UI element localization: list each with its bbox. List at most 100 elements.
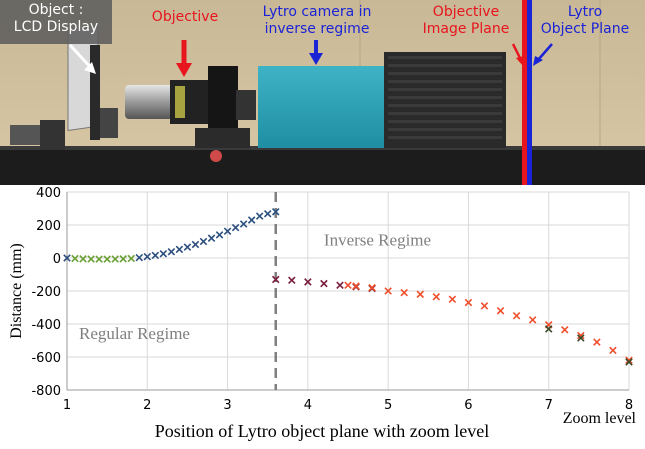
data-point-marker xyxy=(432,293,441,301)
data-point-marker xyxy=(288,276,296,285)
image-plane-label: Objective Image Plane xyxy=(410,4,522,38)
object-arrow-icon xyxy=(68,43,96,74)
y-tick-label: -600 xyxy=(31,351,61,366)
data-point-marker xyxy=(183,243,192,251)
optical-rail xyxy=(0,148,645,185)
data-point-marker xyxy=(71,254,79,263)
data-point-marker xyxy=(223,227,232,236)
data-point-marker xyxy=(207,234,216,242)
data-point-marker xyxy=(191,240,200,249)
x-tick-label: 4 xyxy=(304,398,312,413)
object-label-line1: Object : xyxy=(28,2,84,18)
objective-arrow-icon xyxy=(176,40,192,77)
object-plane-label-line1: Lytro xyxy=(567,4,603,20)
data-point-marker xyxy=(496,307,505,315)
camera-label-line1: Lytro camera in xyxy=(262,4,372,20)
y-tick-label: -800 xyxy=(31,384,61,399)
x-tick-label: 6 xyxy=(464,398,472,413)
x-tick-label: 5 xyxy=(384,398,392,413)
data-point-marker xyxy=(239,220,248,228)
data-point-marker xyxy=(143,252,152,261)
data-point-marker xyxy=(271,208,280,216)
data-point-marker xyxy=(199,237,208,246)
camera-label-line2: inverse regime xyxy=(264,21,370,37)
data-point-marker xyxy=(464,298,473,307)
image-plane-label-line2: Image Plane xyxy=(422,21,510,37)
y-tick-label: -400 xyxy=(31,318,61,333)
data-point-marker xyxy=(336,281,344,289)
data-point-marker xyxy=(255,212,264,220)
regular-regime-label: Regular Regime xyxy=(79,324,190,343)
object-label-line2: LCD Display xyxy=(13,19,99,35)
data-point-marker xyxy=(304,278,312,286)
data-point-marker xyxy=(63,254,71,262)
data-point-marker xyxy=(175,245,184,254)
x-tick-label: 1 xyxy=(63,398,71,413)
data-point-marker xyxy=(561,326,569,334)
data-point-marker xyxy=(215,231,224,239)
x-tick-label: 7 xyxy=(545,398,553,413)
data-point-marker xyxy=(512,311,521,320)
data-point-marker xyxy=(625,356,633,365)
photo-panel: Object : LCD Display Objective Lytro cam… xyxy=(0,0,645,185)
lab-setup-photo xyxy=(0,0,645,185)
data-point-marker xyxy=(625,358,633,366)
y-tick-label: -200 xyxy=(31,285,61,300)
data-point-marker xyxy=(384,287,392,295)
data-point-marker xyxy=(480,302,489,310)
data-point-marker xyxy=(271,275,280,284)
data-point-marker xyxy=(344,281,352,289)
data-point-marker xyxy=(448,295,457,304)
object-plane-label-line2: Object Plane xyxy=(540,21,630,37)
lytro-object-plane-line xyxy=(527,0,532,185)
camera-label: Lytro camera in inverse regime xyxy=(244,4,390,38)
x-axis-title: Position of Lytro object plane with zoom… xyxy=(155,421,489,441)
data-point-marker xyxy=(320,279,328,288)
data-point-marker xyxy=(151,251,160,260)
data-point-marker xyxy=(609,346,617,355)
data-point-marker xyxy=(544,325,553,333)
image-plane-label-line1: Objective xyxy=(432,4,500,20)
data-point-marker xyxy=(400,288,408,297)
data-point-marker xyxy=(159,249,168,258)
object-label: Object : LCD Display xyxy=(0,0,112,44)
camera-arrow-icon xyxy=(309,40,323,65)
x-tick-label: 2 xyxy=(143,398,151,413)
data-point-marker xyxy=(127,254,135,263)
x-tick-label: 8 xyxy=(625,398,633,413)
data-point-marker xyxy=(577,331,585,340)
x-tick-label: 3 xyxy=(223,398,231,413)
inverse-regime-label: Inverse Regime xyxy=(324,231,431,250)
data-point-marker xyxy=(103,255,111,263)
y-tick-label: 400 xyxy=(36,186,61,201)
data-point-marker xyxy=(167,247,176,256)
data-point-marker xyxy=(416,290,425,299)
data-point-marker xyxy=(111,255,119,263)
y-axis-title: Distance (mm) xyxy=(8,243,25,339)
x-axis-zoom-level-label: Zoom level xyxy=(563,410,637,427)
objective-label: Objective xyxy=(151,9,219,25)
axis-layer xyxy=(66,192,629,391)
y-tick-label: 200 xyxy=(36,219,61,234)
chart-panel: 400 200 0 -200 -400 -600 -800 1 2 3 4 5 6 7 8 Inverse … xyxy=(0,185,645,444)
data-point-marker xyxy=(352,282,360,290)
data-point-marker xyxy=(87,255,95,263)
data-point-marker xyxy=(577,334,585,342)
data-points-layer xyxy=(63,208,633,366)
objective-image-plane-line xyxy=(522,0,527,185)
data-point-marker xyxy=(231,223,240,232)
data-point-marker xyxy=(368,283,376,292)
objective-lens xyxy=(100,66,256,162)
data-point-marker xyxy=(593,338,601,346)
y-tick-label: 0 xyxy=(53,252,61,267)
grid-layer xyxy=(66,191,630,391)
data-point-marker xyxy=(79,255,87,263)
data-point-marker xyxy=(119,255,127,263)
lytro-camera xyxy=(258,52,506,148)
data-point-marker xyxy=(263,210,272,218)
data-point-marker xyxy=(528,316,537,324)
data-point-marker xyxy=(135,253,144,262)
object-plane-label: Lytro Object Plane xyxy=(532,4,638,38)
